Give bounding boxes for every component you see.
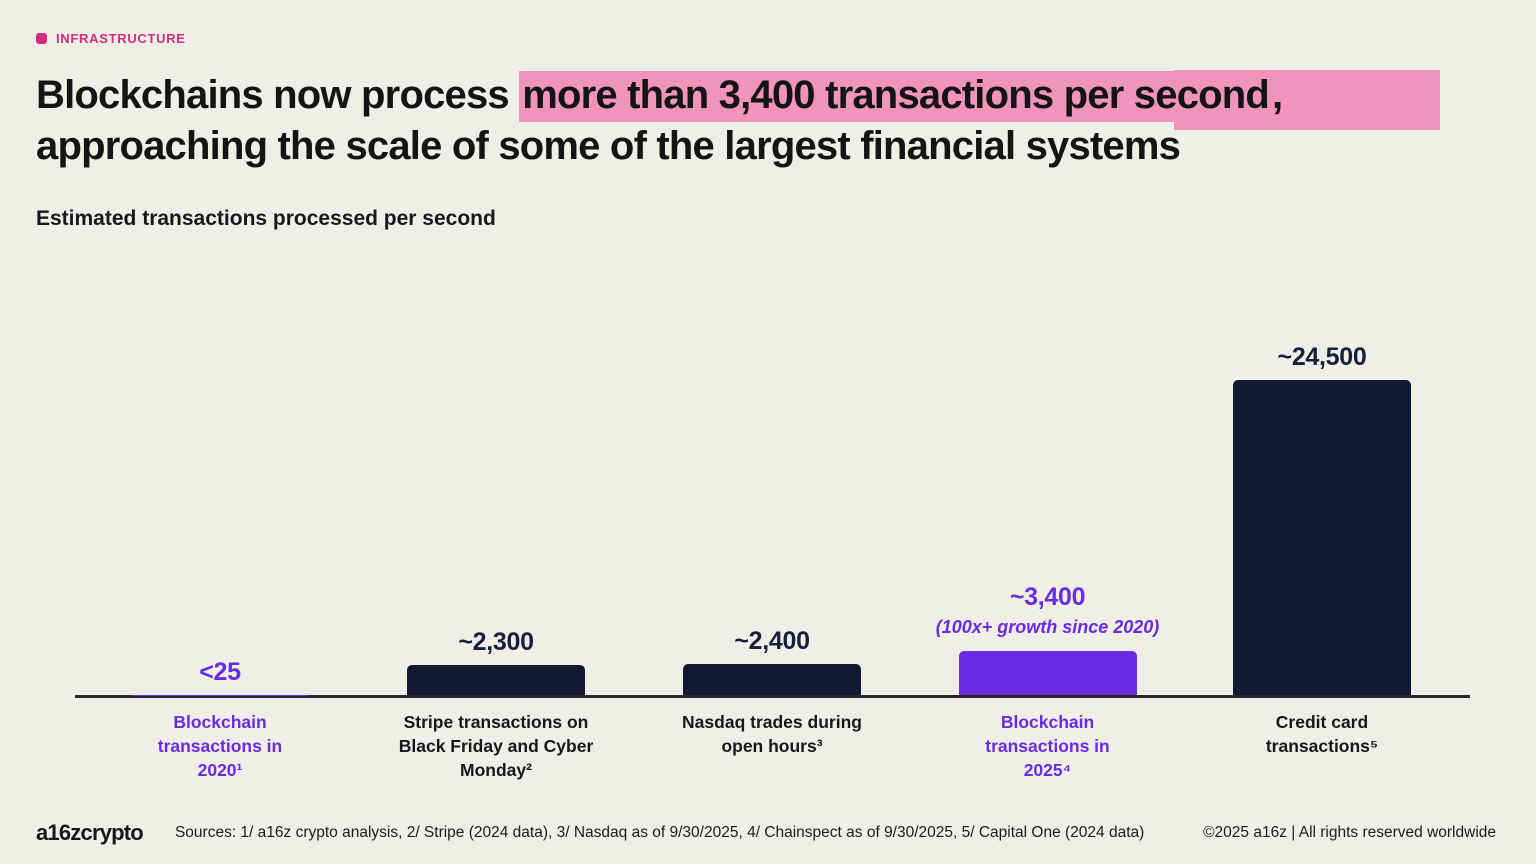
bar bbox=[1233, 380, 1411, 695]
copyright-text: ©2025 a16z | All rights reserved worldwi… bbox=[1203, 824, 1496, 841]
bar-group-1: <25 bbox=[110, 658, 330, 695]
eyebrow: INFRASTRUCTURE bbox=[36, 31, 186, 46]
title-line2: approaching the scale of some of the lar… bbox=[36, 124, 1181, 168]
bar-annotation: (100x+ growth since 2020) bbox=[935, 617, 1160, 638]
chart-subtitle: Estimated transactions processed per sec… bbox=[36, 207, 496, 230]
bar-group-3: ~2,400 bbox=[662, 627, 882, 695]
sources-text: Sources: 1/ a16z crypto analysis, 2/ Str… bbox=[174, 824, 1145, 841]
bar-value-label: <25 bbox=[199, 657, 241, 686]
eyebrow-label: INFRASTRUCTURE bbox=[56, 31, 186, 46]
bar-value-label: ~3,400 bbox=[1009, 583, 1086, 612]
bar-value-label: ~2,400 bbox=[734, 627, 810, 656]
bar-value-label: ~24,500 bbox=[1277, 343, 1367, 371]
bar bbox=[958, 651, 1137, 695]
bar-value-label: ~2,300 bbox=[458, 628, 534, 657]
bar bbox=[683, 664, 861, 695]
bar-category-label: Stripe transactions on Black Friday and … bbox=[398, 712, 594, 781]
footer: a16zcrypto Sources: 1/ a16z crypto analy… bbox=[36, 820, 1496, 846]
bar-category-label: Credit card transactions⁵ bbox=[1265, 712, 1379, 757]
bar-group-2: ~2,300 bbox=[386, 628, 606, 695]
page-title: Blockchains now process more than 3,400 … bbox=[36, 70, 1506, 172]
eyebrow-square-icon bbox=[36, 33, 47, 44]
bar bbox=[407, 665, 585, 695]
title-post: , bbox=[1272, 73, 1283, 117]
title-highlight: more than 3,400 transactions per second bbox=[519, 71, 1273, 122]
bar-category-label: Blockchain transactions in 2020¹ bbox=[157, 712, 283, 781]
title-pre: Blockchains now process bbox=[36, 73, 520, 117]
bar-group-4: ~3,400 (100x+ growth since 2020) bbox=[935, 583, 1160, 695]
bar-group-5: ~24,500 bbox=[1212, 343, 1432, 695]
a16zcrypto-logo: a16zcrypto bbox=[36, 820, 144, 845]
bar-category-label: Nasdaq trades during open hours³ bbox=[682, 712, 862, 757]
x-axis-line bbox=[75, 695, 1470, 698]
bar-category-label: Blockchain transactions in 2025⁴ bbox=[985, 712, 1110, 781]
